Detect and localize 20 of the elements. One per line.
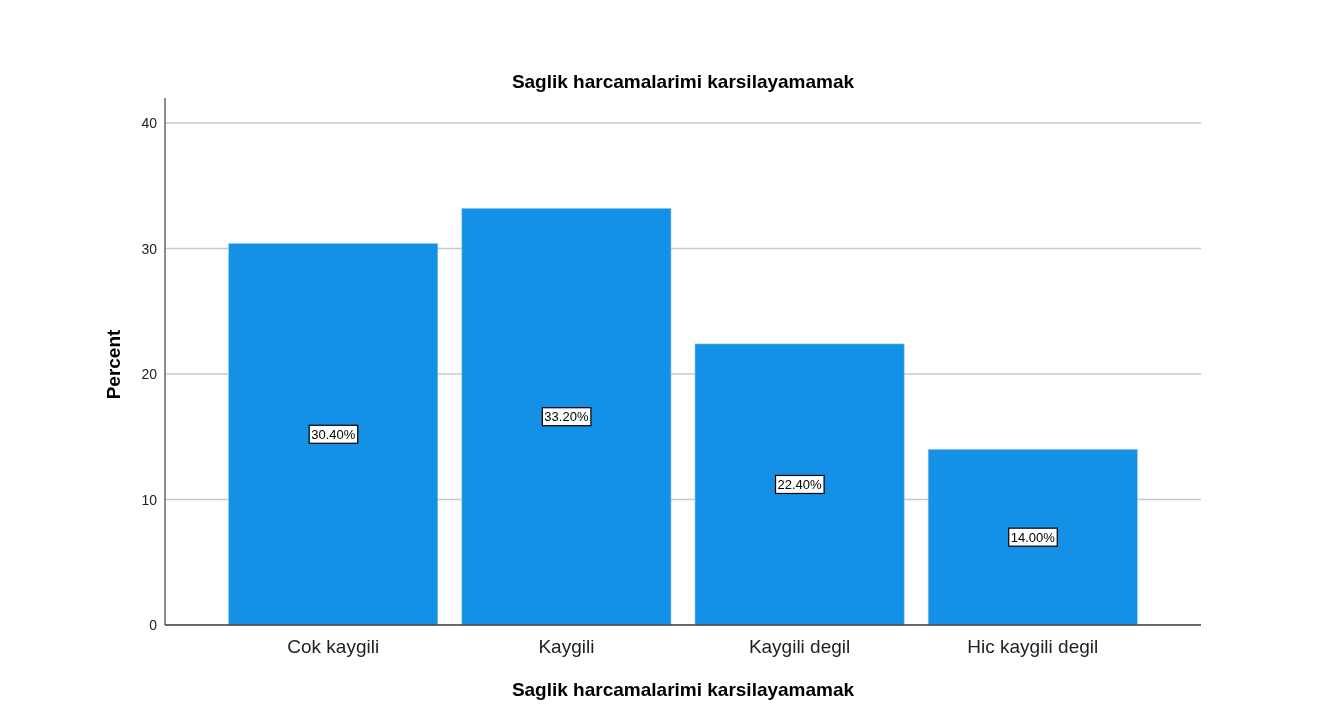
chart-title: Saglik harcamalarimi karsilayamamak (511, 70, 855, 92)
bar (694, 343, 905, 626)
x-axis-title: Saglik harcamalarimi karsilayamamak (511, 678, 855, 700)
x-tick-label: Hic kaygili degil (967, 635, 1099, 657)
y-tick-label: 40 (141, 115, 158, 132)
bar (228, 243, 439, 626)
data-label: 14.00% (1010, 529, 1056, 545)
x-tick-label: Kaygili (538, 635, 595, 657)
x-tick-label: Cok kaygili (287, 635, 380, 657)
data-label: 33.20% (544, 409, 589, 425)
y-axis-title: Percent (102, 328, 124, 400)
y-tick-label: 30 (141, 240, 158, 257)
data-label: 22.40% (777, 476, 823, 492)
bar (461, 208, 672, 626)
y-tick-label: 0 (149, 617, 158, 633)
data-label: 30.40% (311, 426, 356, 442)
y-tick-label: 20 (141, 366, 158, 383)
bar (927, 449, 1138, 626)
x-tick-label: Kaygili degil (748, 635, 851, 657)
y-tick-label: 10 (141, 491, 158, 508)
